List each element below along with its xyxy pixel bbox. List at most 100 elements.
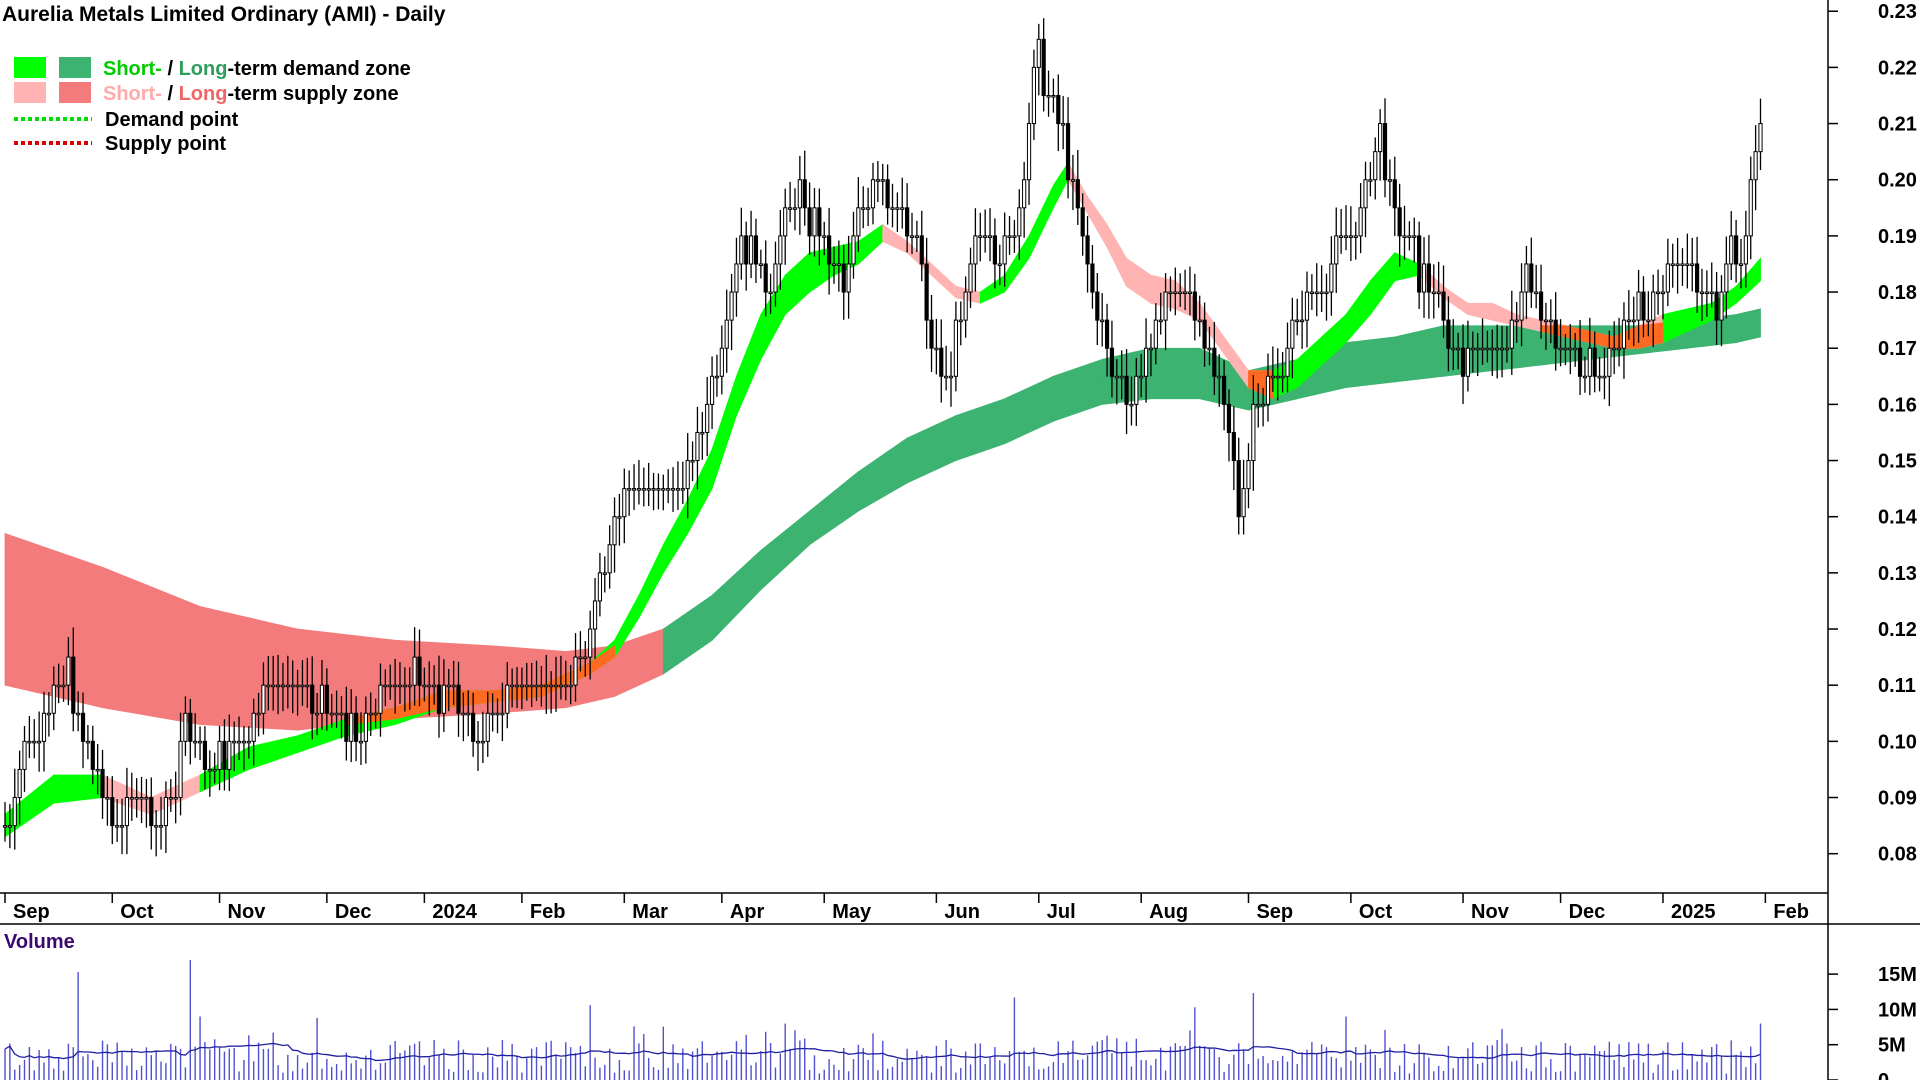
candle-body-221 bbox=[1080, 207, 1085, 237]
candle-body-145 bbox=[709, 375, 715, 405]
candle-body-288 bbox=[1407, 235, 1412, 238]
candle-body-36 bbox=[178, 740, 183, 799]
candle-body-213 bbox=[1041, 38, 1046, 96]
candle-body-192 bbox=[939, 347, 944, 377]
candle-body-118 bbox=[578, 656, 583, 660]
candle-body-202 bbox=[987, 235, 993, 238]
candle-body-282 bbox=[1378, 123, 1383, 153]
candle-body-186 bbox=[909, 235, 915, 238]
candle-body-231 bbox=[1129, 403, 1134, 407]
candle-body-163 bbox=[797, 179, 802, 209]
candle-body-177 bbox=[866, 207, 871, 210]
candle-body-276 bbox=[1348, 235, 1353, 238]
candle-body-119 bbox=[583, 656, 588, 660]
price-tick-label-11: 0.19 bbox=[1878, 226, 1917, 248]
candle-body-141 bbox=[690, 460, 695, 463]
volume-layer bbox=[4, 960, 1762, 1080]
price-tick-label-4: 0.12 bbox=[1878, 619, 1917, 641]
candle-body-298 bbox=[1456, 347, 1461, 351]
candle-body-225 bbox=[1100, 319, 1105, 323]
candle-body-190 bbox=[929, 319, 934, 349]
candle-body-43 bbox=[212, 768, 217, 772]
candle-body-316 bbox=[1543, 319, 1549, 323]
candle-body-98 bbox=[480, 740, 485, 744]
price-tick-label-10: 0.18 bbox=[1878, 282, 1917, 304]
candle-body-252 bbox=[1231, 431, 1236, 462]
candle-body-21 bbox=[105, 797, 110, 800]
candle-body-205 bbox=[1002, 235, 1007, 265]
candle-body-53 bbox=[261, 684, 266, 714]
legend-supply-rest: -term supply zone bbox=[227, 83, 398, 105]
candle-body-57 bbox=[280, 684, 286, 688]
candle-body-95 bbox=[466, 712, 471, 716]
candle-body-312 bbox=[1524, 263, 1529, 293]
candle-body-210 bbox=[1026, 123, 1032, 181]
candle-body-172 bbox=[841, 263, 846, 293]
candle-body-326 bbox=[1592, 347, 1597, 377]
candle-body-218 bbox=[1065, 123, 1071, 181]
legend-supply-sep: / bbox=[162, 83, 179, 105]
candle-body-176 bbox=[861, 207, 866, 210]
candle-body-154 bbox=[753, 235, 759, 265]
volume-tick-label-1: 10M bbox=[1878, 999, 1917, 1021]
candle-body-272 bbox=[1329, 263, 1334, 293]
candle-body-117 bbox=[573, 656, 578, 686]
candle-body-351 bbox=[1714, 291, 1719, 321]
candle-body-303 bbox=[1480, 347, 1485, 351]
time-tick-label-1: Oct bbox=[120, 901, 154, 923]
candle-body-184 bbox=[900, 207, 905, 210]
candle-body-173 bbox=[846, 263, 851, 293]
legend-demand-zone: Short- / Long-term demand zone bbox=[103, 58, 411, 80]
candle-body-296 bbox=[1446, 319, 1451, 349]
candle-body-170 bbox=[831, 263, 837, 266]
price-tick-label-13: 0.21 bbox=[1878, 114, 1917, 136]
price-tick-label-0: 0.08 bbox=[1878, 844, 1917, 866]
candle-body-128 bbox=[627, 488, 632, 491]
candle-body-349 bbox=[1704, 291, 1709, 295]
legend-demand-long: Long bbox=[179, 58, 228, 80]
candle-body-341 bbox=[1665, 263, 1670, 293]
candle-body-152 bbox=[744, 235, 749, 265]
candle-body-56 bbox=[275, 684, 281, 688]
candle-body-302 bbox=[1475, 347, 1480, 351]
price-tick-label-5: 0.13 bbox=[1878, 563, 1917, 585]
time-axis-ticks: Sep Oct Nov Dec 2024 Feb Mar Apr May Jun Jul Aug Sep… bbox=[4, 893, 1809, 923]
candle-body-31 bbox=[154, 825, 159, 828]
candle-body-217 bbox=[1061, 123, 1066, 126]
candle-body-233 bbox=[1139, 375, 1144, 379]
candle-body-82 bbox=[402, 684, 407, 688]
candle-body-244 bbox=[1192, 291, 1197, 321]
candle-body-17 bbox=[85, 740, 90, 744]
price-tick-label-8: 0.16 bbox=[1878, 394, 1917, 416]
candle-body-305 bbox=[1490, 347, 1495, 351]
candle-body-72 bbox=[353, 712, 359, 742]
candle-body-187 bbox=[914, 235, 919, 238]
candle-body-162 bbox=[792, 207, 798, 210]
candle-body-242 bbox=[1182, 291, 1188, 295]
candle-body-64 bbox=[314, 712, 320, 716]
candle-body-360 bbox=[1758, 123, 1763, 153]
candle-body-5 bbox=[27, 740, 32, 744]
price-tick-label-12: 0.20 bbox=[1878, 170, 1917, 192]
legend-supply-short: Short- bbox=[103, 83, 162, 105]
candle-body-266 bbox=[1300, 319, 1305, 323]
candle-body-19 bbox=[95, 768, 100, 772]
candle-body-160 bbox=[783, 207, 788, 237]
candle-body-80 bbox=[393, 684, 398, 688]
long-term-zone-segment-22 bbox=[1345, 336, 1396, 388]
candle-body-199 bbox=[973, 235, 978, 265]
candle-body-69 bbox=[339, 712, 344, 716]
candle-body-24 bbox=[119, 825, 125, 828]
candle-body-175 bbox=[856, 207, 861, 237]
candle-body-207 bbox=[1012, 235, 1017, 238]
candle-body-320 bbox=[1563, 347, 1568, 351]
candle-body-132 bbox=[646, 488, 651, 491]
candle-body-203 bbox=[992, 235, 998, 265]
candle-body-337 bbox=[1646, 319, 1651, 323]
candle-body-185 bbox=[905, 207, 910, 237]
candle-body-333 bbox=[1626, 319, 1631, 323]
candle-body-248 bbox=[1212, 347, 1217, 377]
candle-body-76 bbox=[373, 712, 378, 716]
candle-body-246 bbox=[1202, 319, 1207, 349]
candle-body-100 bbox=[490, 712, 495, 716]
